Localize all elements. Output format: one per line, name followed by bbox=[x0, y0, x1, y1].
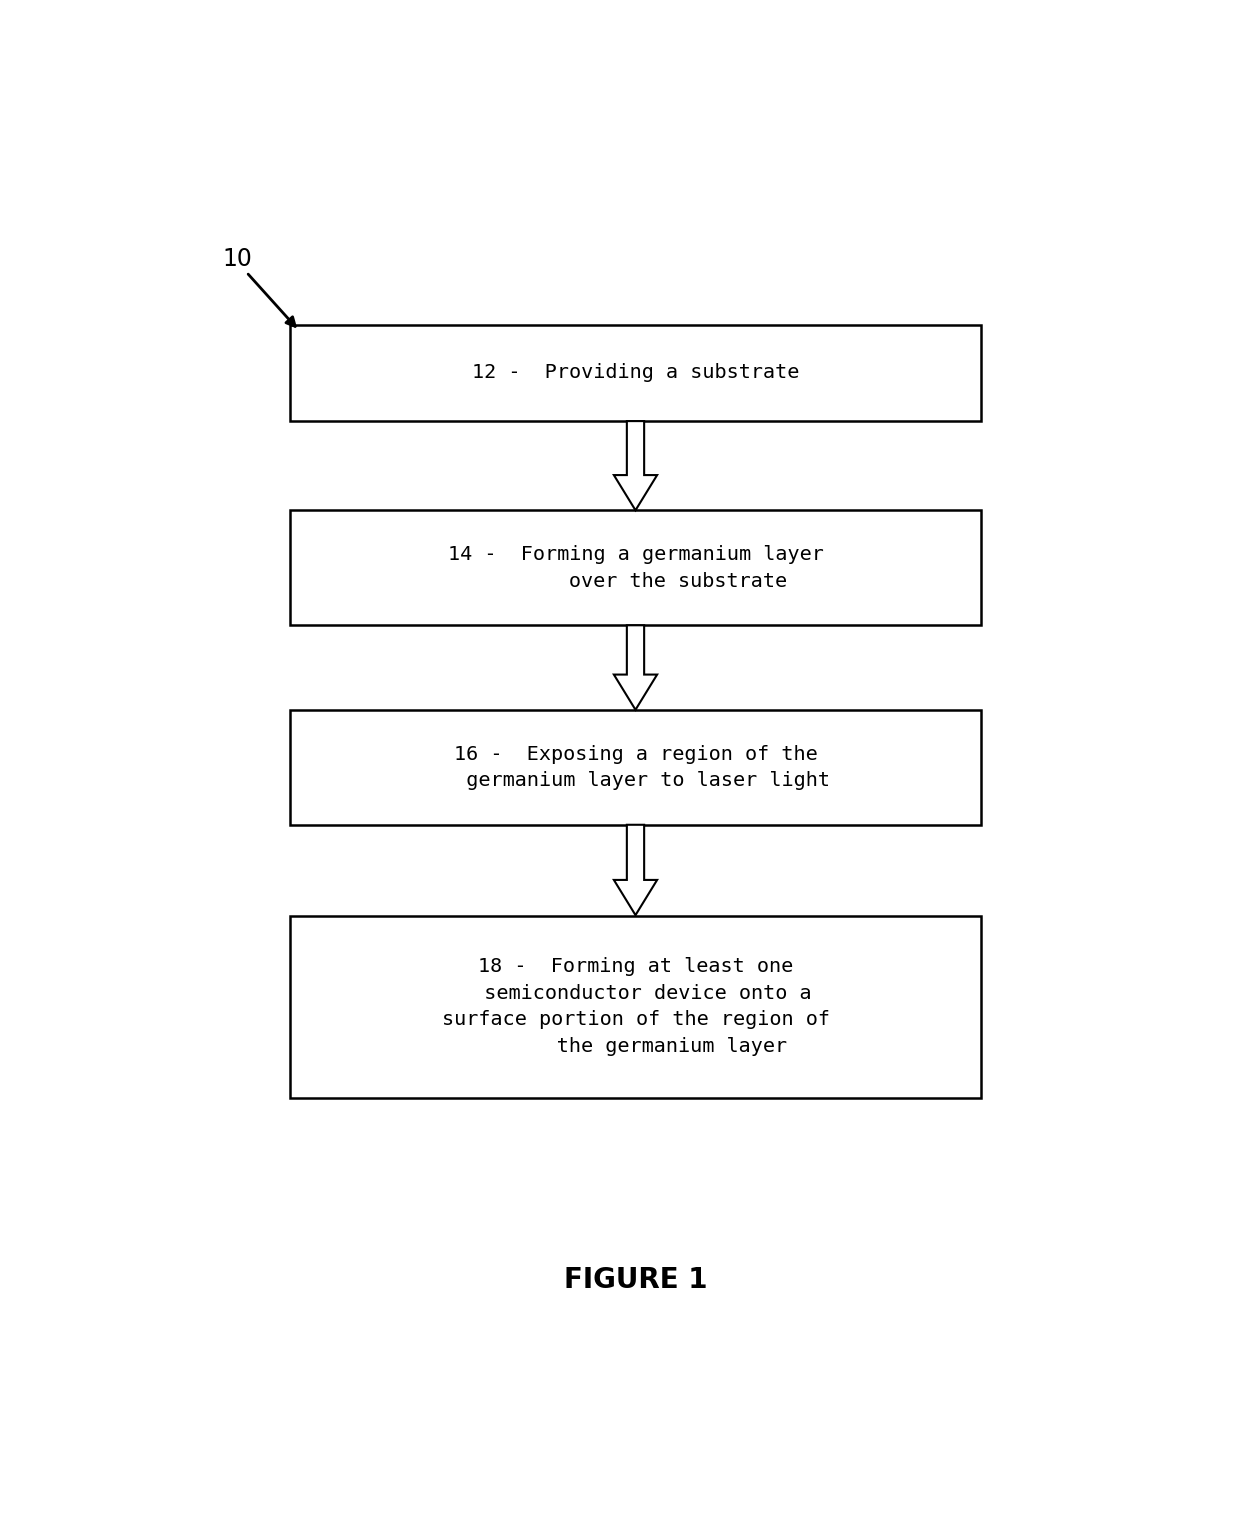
Polygon shape bbox=[614, 824, 657, 914]
Text: 12 -  Providing a substrate: 12 - Providing a substrate bbox=[471, 364, 800, 383]
Text: FIGURE 1: FIGURE 1 bbox=[564, 1266, 707, 1294]
Text: 16 -  Exposing a region of the
  germanium layer to laser light: 16 - Exposing a region of the germanium … bbox=[441, 745, 830, 789]
Text: 14 -  Forming a germanium layer
       over the substrate: 14 - Forming a germanium layer over the … bbox=[448, 546, 823, 590]
Text: 18 -  Forming at least one
  semiconductor device onto a
surface portion of the : 18 - Forming at least one semiconductor … bbox=[441, 957, 830, 1056]
Bar bbox=[290, 916, 982, 1097]
Polygon shape bbox=[614, 625, 657, 710]
Bar bbox=[290, 325, 982, 421]
Polygon shape bbox=[614, 421, 657, 511]
Bar bbox=[290, 710, 982, 824]
Bar bbox=[290, 511, 982, 625]
Text: 10: 10 bbox=[222, 247, 252, 271]
